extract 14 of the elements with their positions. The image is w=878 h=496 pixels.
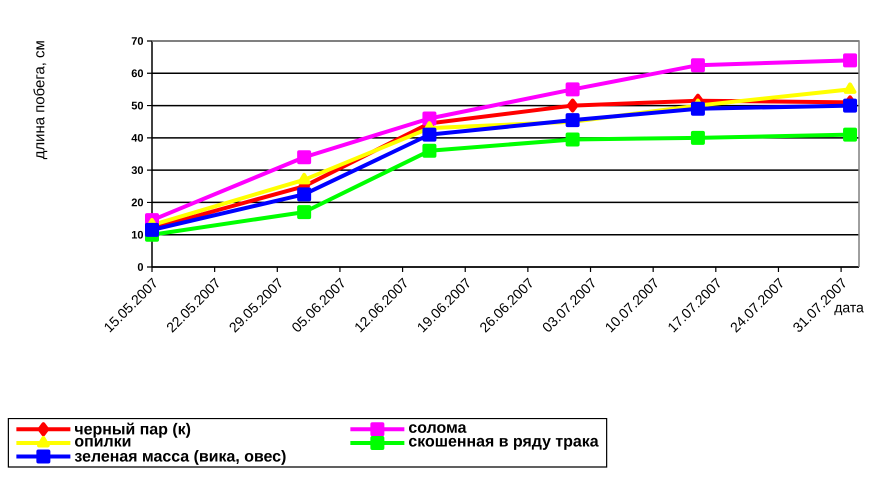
y-tick-label: 0: [138, 263, 144, 271]
y-tick-label: 50: [132, 102, 144, 110]
legend-label: солома: [408, 424, 467, 433]
y-tick-label: 10: [132, 230, 144, 239]
legend-label: опилки: [74, 438, 130, 447]
legend-label: черный пар (к): [75, 422, 190, 438]
y-tick-label: 20: [132, 198, 144, 206]
y-tick-label: 60: [132, 69, 144, 78]
y-tick-label: 70: [132, 37, 144, 45]
legend-label: скошенная в ряду трака: [408, 438, 599, 450]
y-tick-label: 40: [131, 134, 144, 142]
y-axis-title: длина побега, см: [33, 41, 48, 160]
legend-label: зеленая масса (вика, овес): [74, 450, 286, 465]
y-tick-label: 30: [132, 166, 144, 174]
